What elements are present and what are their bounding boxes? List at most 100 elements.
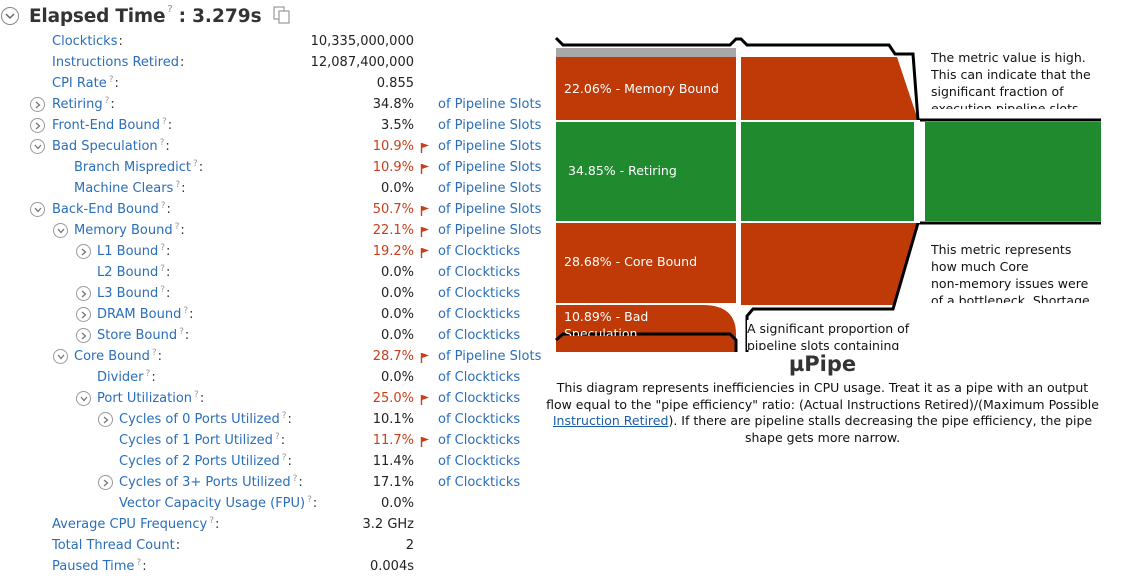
help-icon[interactable]: ?	[145, 369, 151, 379]
metric-name[interactable]: Cycles of 1 Port Utilized?:	[119, 430, 285, 453]
metric-name-label[interactable]: DRAM Bound	[97, 307, 182, 322]
help-icon[interactable]: ?	[179, 327, 184, 337]
metric-name-label[interactable]: Machine Clears	[74, 181, 174, 196]
metric-name-label[interactable]: Average CPU Frequency	[52, 517, 208, 532]
metric-name[interactable]: Total Thread Count:	[52, 535, 180, 556]
chevron-down-icon[interactable]	[30, 202, 45, 217]
chevron-down-icon[interactable]	[53, 223, 68, 238]
chevron-right-icon[interactable]	[98, 412, 113, 427]
chevron-right-icon[interactable]	[30, 97, 45, 112]
chevron-down-icon[interactable]	[30, 139, 45, 154]
metric-name-label[interactable]: Back-End Bound	[52, 202, 159, 217]
metric-name[interactable]: Clockticks:	[52, 31, 123, 52]
metric-colon: :	[166, 202, 171, 217]
segment-label-memory-bound: 22.06% - Memory Bound	[564, 81, 719, 96]
metric-name[interactable]: Retiring?:	[52, 94, 115, 117]
metric-name-label[interactable]: Divider	[97, 370, 144, 385]
help-icon[interactable]: ?	[274, 432, 280, 442]
help-icon[interactable]: ?	[162, 117, 167, 127]
metric-value: 11.4%	[372, 454, 414, 469]
metric-name-label[interactable]: Retiring	[52, 97, 103, 112]
collapse-chevron-icon[interactable]	[1, 7, 19, 25]
chevron-right-icon[interactable]	[98, 475, 113, 490]
metric-name-label[interactable]: Vector Capacity Usage (FPU)	[119, 496, 306, 511]
metric-name[interactable]: Machine Clears?:	[74, 178, 186, 201]
help-icon[interactable]: ?	[209, 516, 215, 526]
copy-icon[interactable]	[272, 5, 292, 29]
metric-name[interactable]: L1 Bound?:	[97, 241, 170, 264]
help-icon[interactable]: ?	[174, 222, 180, 232]
metric-name[interactable]: Divider?:	[97, 367, 156, 390]
metric-name-label[interactable]: Total Thread Count	[52, 538, 175, 553]
help-icon[interactable]: ?	[281, 411, 287, 421]
help-icon[interactable]: ?	[104, 96, 110, 106]
metric-name-label[interactable]: Cycles of 0 Ports Utilized	[119, 412, 280, 427]
metric-name[interactable]: Memory Bound?:	[74, 220, 185, 243]
metric-name-label[interactable]: Core Bound	[74, 349, 150, 364]
help-icon[interactable]: ?	[160, 243, 166, 253]
help-icon[interactable]: ?	[183, 306, 189, 316]
instruction-retired-link[interactable]: Instruction Retired	[552, 413, 669, 428]
metric-name[interactable]: Instructions Retired:	[52, 52, 184, 73]
help-icon[interactable]: ?	[159, 138, 165, 148]
chevron-right-icon[interactable]	[76, 328, 91, 343]
help-icon[interactable]: ?	[281, 453, 287, 463]
help-icon[interactable]: ?	[136, 558, 142, 568]
metric-name-label[interactable]: Port Utilization	[97, 391, 193, 406]
metric-name[interactable]: Core Bound?:	[74, 346, 162, 369]
metric-name-label[interactable]: CPI Rate	[52, 76, 107, 91]
metric-name[interactable]: Vector Capacity Usage (FPU)?:	[119, 493, 317, 516]
metric-name-label[interactable]: Paused Time	[52, 559, 135, 574]
chevron-down-icon[interactable]	[53, 349, 68, 364]
metric-colon: :	[189, 307, 194, 322]
help-icon[interactable]: ?	[292, 474, 298, 484]
metric-name[interactable]: L2 Bound?:	[97, 262, 170, 285]
help-icon[interactable]: ?	[194, 390, 199, 400]
help-icon[interactable]: ?	[160, 201, 166, 211]
metric-name-label[interactable]: Cycles of 1 Port Utilized	[119, 433, 273, 448]
help-icon[interactable]: ?	[160, 264, 166, 274]
metric-unit: of Pipeline Slots	[438, 349, 542, 364]
help-icon[interactable]: ?	[175, 180, 181, 190]
metric-name-label[interactable]: Instructions Retired	[52, 55, 179, 70]
metric-name-label[interactable]: Cycles of 2 Ports Utilized	[119, 454, 280, 469]
metric-name[interactable]: Average CPU Frequency?:	[52, 514, 219, 537]
help-icon[interactable]: ?	[160, 285, 166, 295]
metric-name[interactable]: Bad Speculation?:	[52, 136, 170, 159]
help-icon[interactable]: ?	[151, 348, 157, 358]
metric-name-label[interactable]: Clockticks	[52, 34, 118, 49]
metric-name[interactable]: Front-End Bound?:	[52, 115, 172, 138]
metric-value: 3.5%	[380, 118, 414, 133]
metric-name[interactable]: L3 Bound?:	[97, 283, 170, 306]
metric-name[interactable]: CPI Rate?:	[52, 73, 119, 96]
metric-name-label[interactable]: L3 Bound	[97, 286, 159, 301]
metric-name-label[interactable]: Cycles of 3+ Ports Utilized	[119, 475, 291, 490]
chevron-right-icon[interactable]	[30, 118, 45, 133]
help-icon[interactable]: ?	[108, 75, 114, 85]
metric-name[interactable]: Store Bound?:	[97, 325, 189, 348]
help-icon[interactable]: ?	[193, 159, 198, 169]
chevron-right-icon[interactable]	[76, 307, 91, 322]
elapsed-time-value: 3.279s	[192, 5, 262, 27]
metric-name-label[interactable]: Branch Mispredict	[74, 160, 192, 175]
metric-name[interactable]: Paused Time?:	[52, 556, 147, 579]
metric-name-label[interactable]: Front-End Bound	[52, 118, 161, 133]
metric-name[interactable]: Branch Mispredict?:	[74, 157, 203, 180]
chevron-right-icon[interactable]	[76, 286, 91, 301]
help-icon[interactable]: ?	[307, 495, 312, 505]
metric-name[interactable]: Cycles of 0 Ports Utilized?:	[119, 409, 292, 432]
help-icon[interactable]: ?	[167, 3, 173, 15]
metric-name[interactable]: Cycles of 3+ Ports Utilized?:	[119, 472, 303, 495]
metric-name-label[interactable]: Store Bound	[97, 328, 178, 343]
metric-row: Clockticks: 10,335,000,000	[0, 31, 545, 52]
metric-name-label[interactable]: L2 Bound	[97, 265, 159, 280]
metric-name-label[interactable]: Bad Speculation	[52, 139, 158, 154]
chevron-down-icon[interactable]	[76, 391, 91, 406]
metric-name[interactable]: DRAM Bound?:	[97, 304, 194, 327]
metric-name[interactable]: Back-End Bound?:	[52, 199, 171, 222]
metric-name-label[interactable]: L1 Bound	[97, 244, 159, 259]
metric-name[interactable]: Port Utilization?:	[97, 388, 204, 411]
metric-name-label[interactable]: Memory Bound	[74, 223, 173, 238]
metric-name[interactable]: Cycles of 2 Ports Utilized?:	[119, 451, 292, 474]
chevron-right-icon[interactable]	[76, 244, 91, 259]
